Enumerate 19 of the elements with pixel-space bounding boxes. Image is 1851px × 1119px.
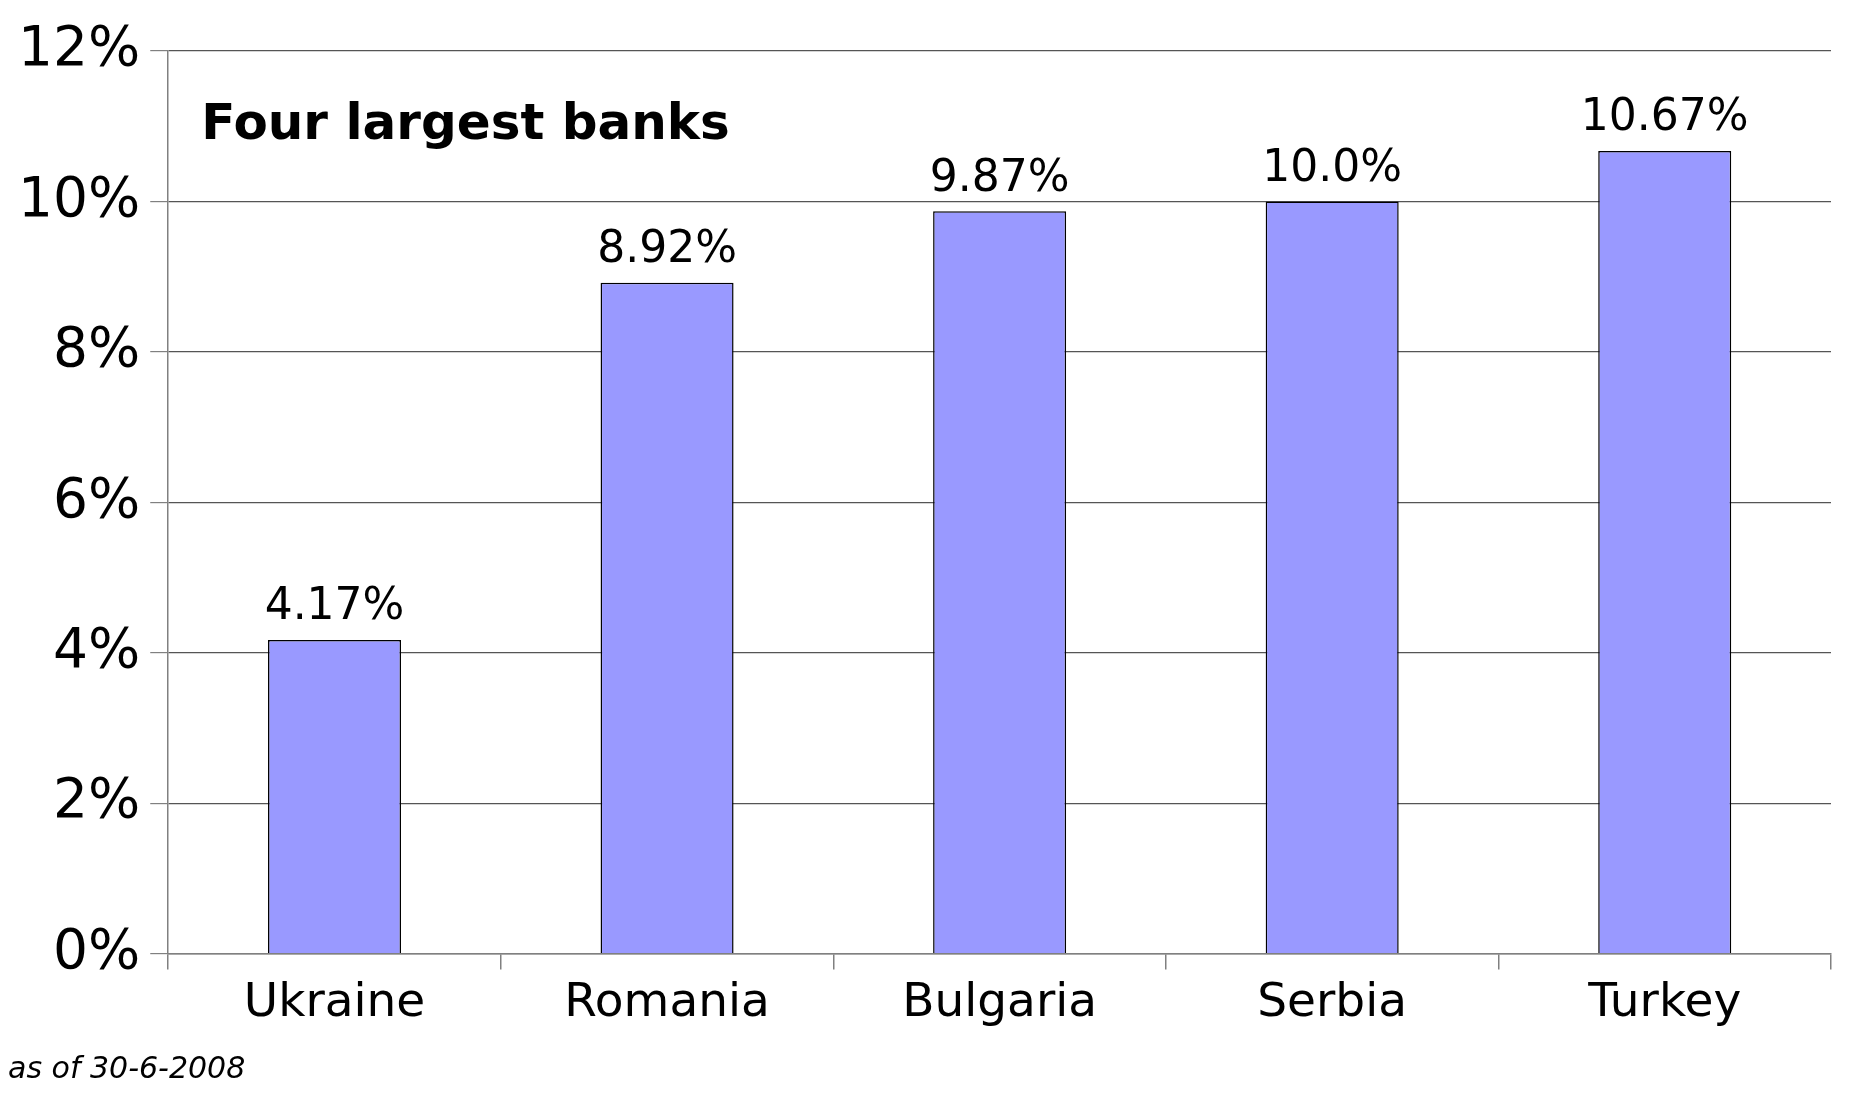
text: as of 30-6-2008: [8, 1050, 247, 1085]
y-tick-label: 6%: [52, 465, 141, 530]
x-tick-label: Turkey: [1587, 972, 1742, 1027]
y-tick-label: 0%: [52, 916, 141, 981]
data-label: 4.17%: [264, 578, 405, 630]
x-tick-label: Bulgaria: [902, 972, 1098, 1027]
data-label: 10.67%: [1580, 89, 1749, 141]
y-tick-label: 12%: [18, 14, 141, 79]
y-tick-label: 2%: [52, 766, 141, 831]
data-label: 8.92%: [597, 221, 737, 273]
data-label: 9.87%: [929, 149, 1070, 201]
text: Four largest banks: [201, 93, 730, 152]
x-tick-label: Romania: [564, 972, 770, 1027]
y-tick-label: 4%: [52, 616, 141, 681]
y-tick-label: 10%: [18, 164, 141, 229]
x-tick-label: Ukraine: [243, 972, 426, 1027]
x-tick-label: Serbia: [1257, 972, 1408, 1027]
y-tick-label: 8%: [52, 315, 141, 380]
data-label: 10.0%: [1262, 139, 1403, 191]
